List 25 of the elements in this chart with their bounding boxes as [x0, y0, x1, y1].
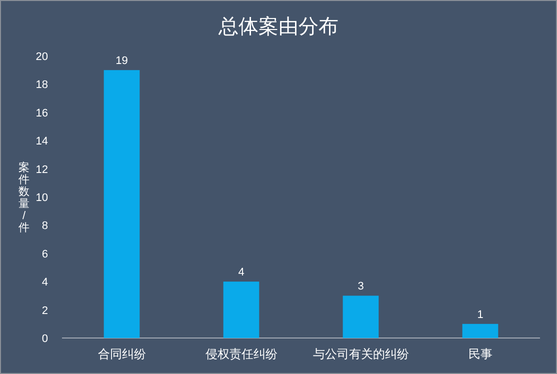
y-tick-label: 0 — [42, 333, 48, 345]
data-label: 19 — [116, 55, 128, 68]
x-tick-label: 民事 — [468, 347, 492, 361]
y-tick-label: 20 — [36, 51, 48, 63]
x-tick-label: 侵权责任纠纷 — [205, 347, 278, 361]
chart-title: 总体案由分布 — [218, 15, 338, 38]
bar — [104, 70, 140, 338]
y-axis-title: 案件数量/件 — [18, 161, 30, 234]
data-label: 3 — [358, 280, 364, 293]
y-tick-label: 10 — [36, 192, 48, 204]
y-tick-label: 18 — [36, 79, 48, 92]
bar — [342, 296, 379, 338]
y-tick-label: 2 — [42, 304, 48, 317]
y-tick-label: 8 — [42, 220, 48, 232]
data-label: 4 — [238, 266, 244, 279]
bar — [223, 282, 260, 338]
y-tick-label: 16 — [36, 107, 48, 120]
x-tick-label: 与公司有关的纠纷 — [312, 347, 409, 361]
x-tick-label: 合同纠纷 — [98, 347, 146, 361]
y-tick-label: 6 — [42, 248, 48, 260]
y-tick-label: 12 — [36, 164, 48, 176]
y-tick-label: 4 — [42, 276, 48, 289]
data-label: 1 — [477, 308, 484, 321]
bar — [462, 324, 498, 338]
y-tick-label: 14 — [36, 136, 48, 148]
